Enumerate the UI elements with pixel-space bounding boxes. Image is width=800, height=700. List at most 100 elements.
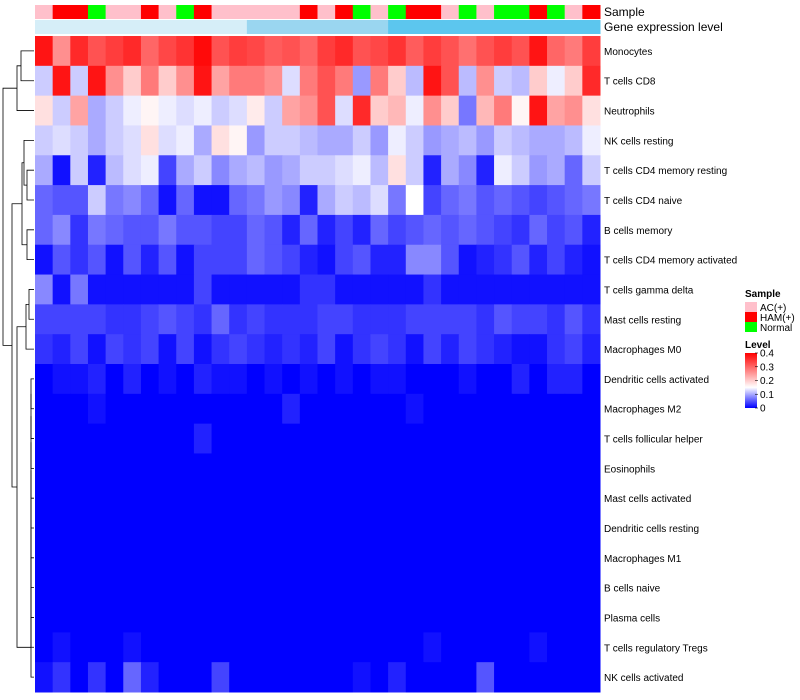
heatmap-cell [423,513,442,544]
heatmap-cell [564,244,583,276]
heatmap-cell [193,572,213,604]
heatmap-cell [317,185,336,216]
heatmap-cell [35,453,54,484]
heatmap-cell [229,393,248,425]
heatmap-cell [264,364,283,395]
dendrogram-branch [20,50,34,82]
heatmap-cell [458,423,477,454]
heatmap-cell [547,364,566,395]
heatmap-cell [547,453,566,484]
heatmap-cell [87,304,107,335]
heatmap-cell [176,393,195,425]
heatmap-cell [176,65,195,97]
heatmap-cell [140,125,160,156]
heatmap-cell [582,334,601,365]
heatmap-cell [511,95,530,126]
row-label: T cells gamma delta [604,285,694,296]
heatmap-cell [70,36,89,67]
legend-swatch [745,302,757,312]
heatmap-cell [158,65,177,97]
heatmap-cell [35,214,54,246]
legend-swatch [745,312,757,322]
gene-annotation-cell [458,20,477,34]
heatmap-cell [264,483,283,514]
heatmap-cell [423,244,442,276]
heatmap-cell [123,244,142,276]
heatmap-cell [229,662,248,693]
heatmap-cell [547,304,566,335]
heatmap-cell [441,453,460,484]
gene-annotation-cell [511,20,530,34]
heatmap-cell [352,65,371,97]
heatmap-cell [282,155,301,186]
heatmap-cell [87,483,107,514]
heatmap-cell [352,334,371,365]
heatmap-cell [476,185,495,216]
heatmap-cell [246,632,266,663]
heatmap-cell [123,423,142,454]
heatmap-cell [123,185,142,216]
heatmap-cell [193,602,213,633]
sample-annotation-cell [405,5,424,19]
heatmap-cell [70,185,89,216]
heatmap-cell [176,483,195,514]
heatmap-cell [582,542,601,574]
heatmap-cell [246,662,266,693]
heatmap-cell [458,274,477,305]
heatmap-cell [282,95,301,126]
heatmap-cell [264,513,283,544]
heatmap-cell [193,274,213,305]
heatmap-cell [35,36,54,67]
heatmap-cell [52,155,71,186]
heatmap-cell [70,244,89,276]
heatmap-cell [494,513,513,544]
heatmap-cell [511,393,530,425]
heatmap-cell [494,334,513,365]
heatmap-cell [282,453,301,484]
heatmap-cell [299,513,318,544]
dendrogram-branch [21,162,27,246]
gene-expression-annotation-label: Gene expression level [604,20,723,34]
heatmap-cell [317,632,336,663]
heatmap-cell [35,244,54,276]
dendrogram-branch [28,289,34,320]
heatmap-cell [140,244,160,276]
heatmap-cell [476,662,495,693]
heatmap-cell [317,393,336,425]
heatmap-cell [564,65,583,97]
dendrogram-branch [16,65,34,111]
heatmap-cell [87,155,107,186]
heatmap-cell [246,244,266,276]
heatmap-cell [476,453,495,484]
heatmap-cell [87,95,107,126]
heatmap-cell [211,274,230,305]
heatmap-cell [370,602,389,633]
heatmap-cell [335,185,354,216]
heatmap-cell [405,36,424,67]
heatmap-cell [282,274,301,305]
heatmap-cell [176,453,195,484]
heatmap-cell [52,95,71,126]
heatmap-cell [193,334,213,365]
heatmap-cell [176,214,195,246]
heatmap-cell [87,393,107,425]
heatmap-cell [582,95,601,126]
heatmap-cell [423,662,442,693]
heatmap-cell [564,155,583,186]
heatmap-cell [246,274,266,305]
heatmap-cell [458,542,477,574]
heatmap-cell [582,274,601,305]
heatmap-cell [370,304,389,335]
heatmap-cells [35,36,601,693]
heatmap-cell [441,572,460,604]
heatmap-cell [529,364,548,395]
heatmap-cell [70,542,89,574]
heatmap-cell [423,453,442,484]
heatmap-cell [35,572,54,604]
heatmap-cell [458,662,477,693]
heatmap-cell [35,602,54,633]
heatmap-cell [494,95,513,126]
heatmap-cell [70,125,89,156]
heatmap-cell [282,572,301,604]
heatmap-cell [193,155,213,186]
